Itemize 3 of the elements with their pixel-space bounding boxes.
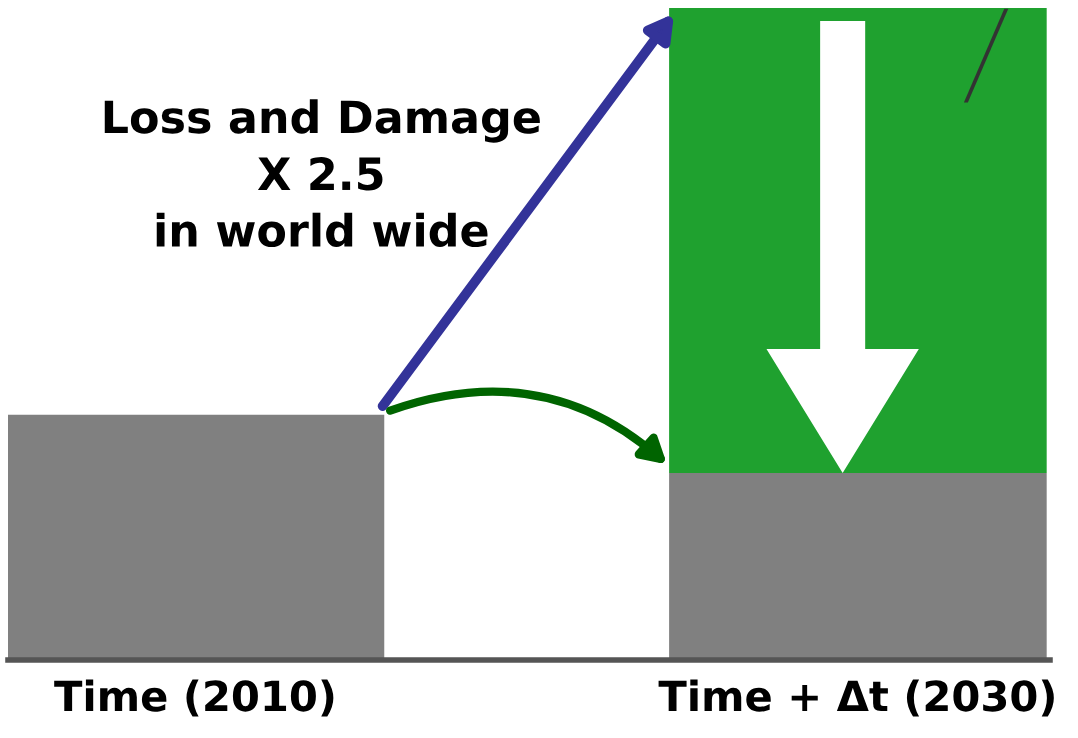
x-tick-label: Time + Δt (2030) bbox=[658, 679, 1054, 717]
x-tick-label: Time (2010) bbox=[54, 679, 334, 717]
annotation: Loss and Damage X 2.5 in world wide bbox=[104, 99, 540, 248]
